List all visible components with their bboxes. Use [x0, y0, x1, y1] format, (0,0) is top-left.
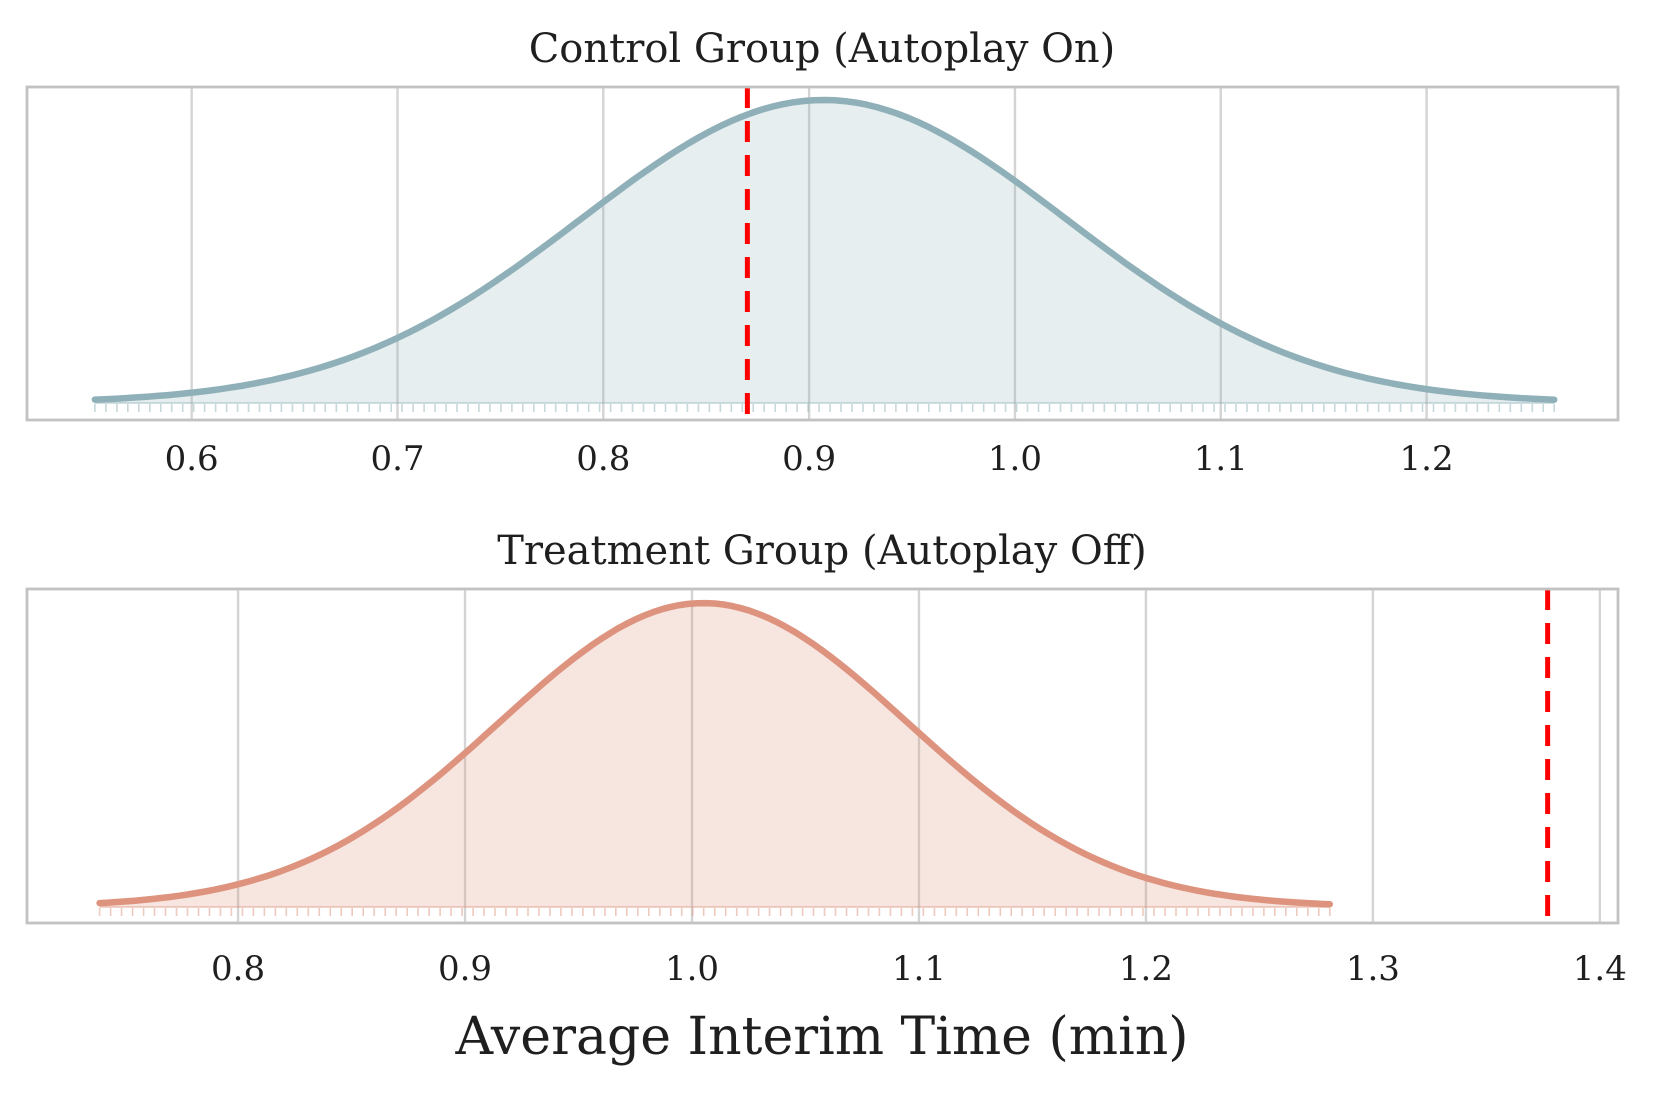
x-tick-label: 1.0	[665, 949, 719, 989]
panel-treatment-axes: 0.8 0.9 1.0 1.1 1.2 1.3 1.4	[25, 587, 1627, 989]
panel-control-axes: 0.6 0.7 0.8 0.9 1.0 1.1 1.2	[25, 85, 1620, 479]
axes-border	[25, 587, 1620, 925]
x-tick-label: 0.9	[438, 949, 492, 989]
x-tick-label: 0.8	[576, 439, 630, 479]
x-tick-label: 1.4	[1573, 949, 1627, 989]
x-tick-label: 0.7	[370, 439, 424, 479]
x-tick-label: 0.9	[782, 439, 836, 479]
x-tick-label: 0.6	[165, 439, 219, 479]
x-axis-label: Average Interim Time (min)	[454, 1007, 1188, 1067]
x-tick-label: 1.1	[892, 949, 946, 989]
rug-ticks	[94, 404, 1555, 412]
axes-border	[25, 85, 1620, 422]
kde-curve	[96, 599, 1334, 908]
panel-title-control: Control Group (Autoplay On)	[529, 26, 1116, 72]
kde-curve	[91, 96, 1558, 403]
x-tick-label: 1.2	[1119, 949, 1173, 989]
rug-ticks	[98, 908, 1331, 916]
kde-fill	[99, 603, 1330, 907]
x-tick-label: 1.1	[1194, 439, 1248, 479]
x-tick-label: 1.0	[988, 439, 1042, 479]
x-tick-label: 1.3	[1346, 949, 1400, 989]
x-tick-label: 0.8	[211, 949, 265, 989]
x-tick-label: 1.2	[1400, 439, 1454, 479]
panel-title-treatment: Treatment Group (Autoplay Off)	[497, 528, 1147, 574]
kde-fill	[94, 100, 1555, 403]
